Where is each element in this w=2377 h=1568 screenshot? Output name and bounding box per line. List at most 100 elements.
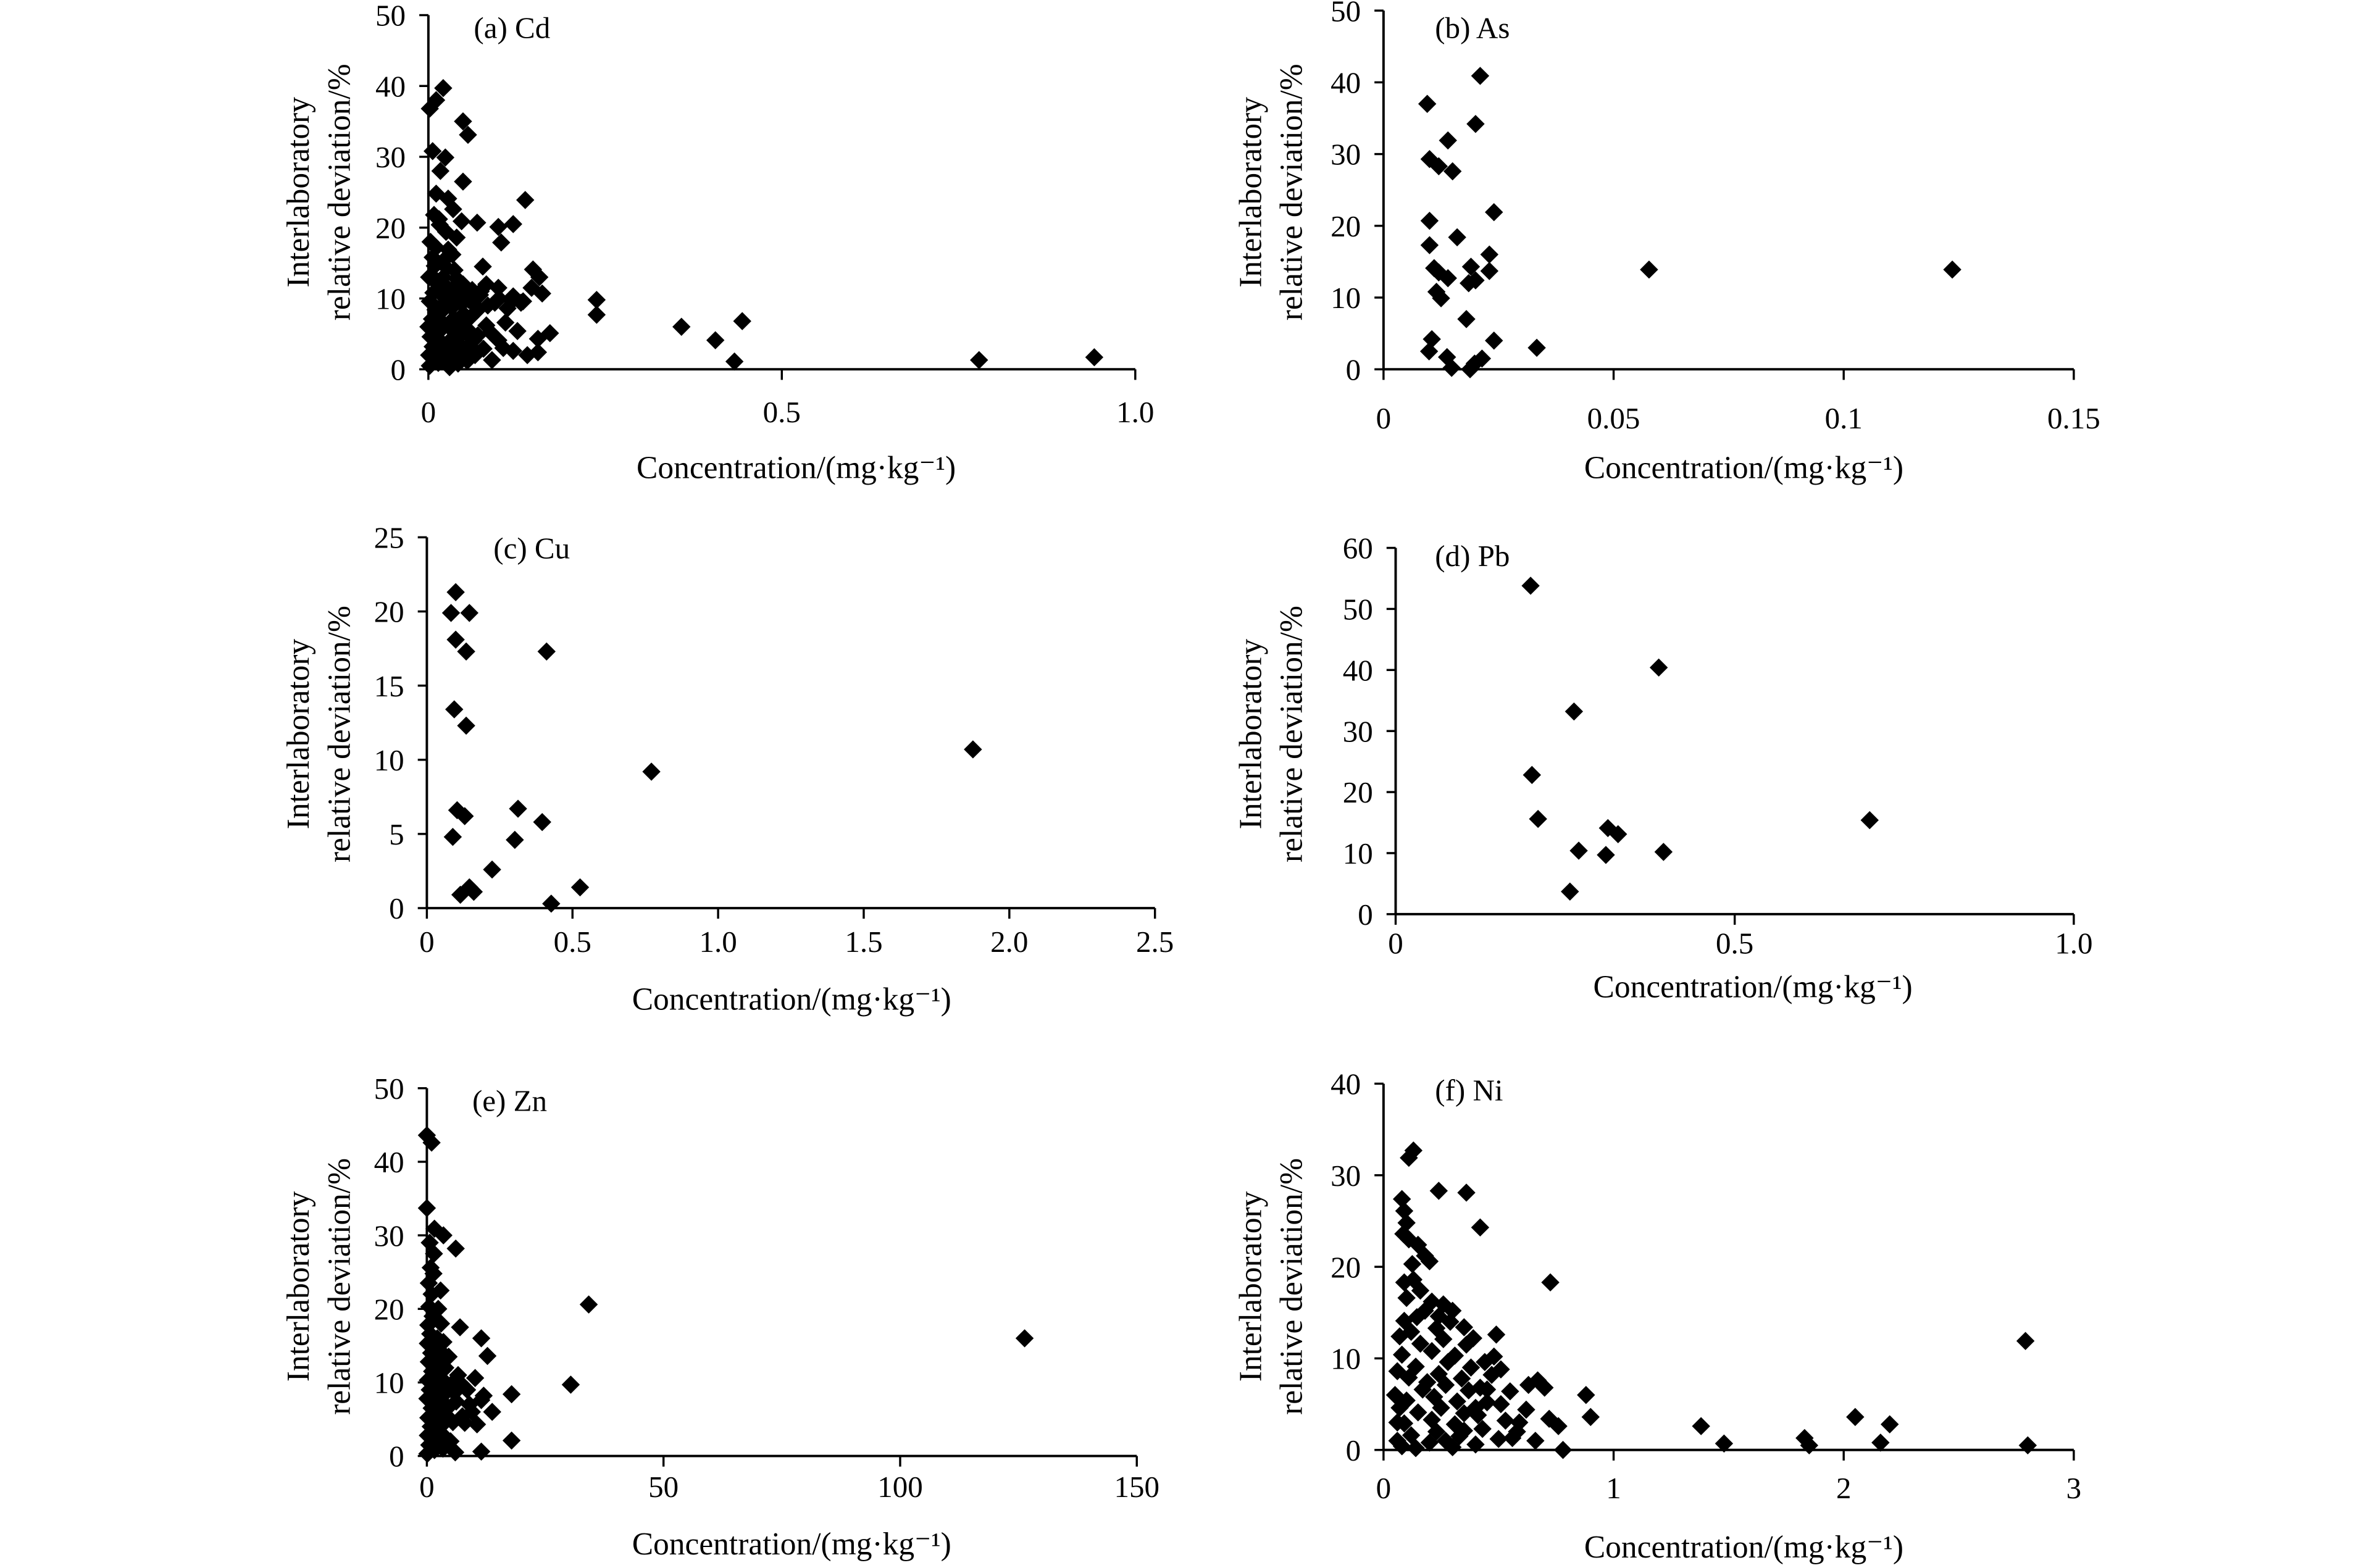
data-point xyxy=(459,125,477,144)
data-point xyxy=(431,1281,450,1300)
data-point xyxy=(1553,1441,1573,1459)
y-tick-label: 50 xyxy=(375,0,406,33)
data-point xyxy=(483,860,501,879)
data-point xyxy=(1395,1311,1414,1330)
data-point xyxy=(1561,882,1579,901)
data-point xyxy=(587,291,606,309)
data-point xyxy=(1943,260,1961,279)
data-point xyxy=(533,284,551,303)
data-point xyxy=(1581,1407,1600,1427)
data-point xyxy=(1541,1273,1560,1292)
data-point xyxy=(489,217,508,236)
data-point xyxy=(1411,1334,1430,1353)
x-tick-label: 0.05 xyxy=(1587,401,1640,435)
data-point xyxy=(474,257,492,276)
y-tick-label: 20 xyxy=(1331,1250,1361,1284)
data-point xyxy=(1881,1415,1899,1433)
data-point xyxy=(419,1274,438,1293)
x-tick-label: 1.0 xyxy=(699,925,737,959)
data-point xyxy=(1388,1432,1406,1450)
data-point xyxy=(1406,1357,1425,1376)
data-point xyxy=(429,1299,448,1318)
y-tick-label: 50 xyxy=(1331,0,1361,28)
y-tick-label: 10 xyxy=(1331,281,1361,315)
data-point xyxy=(494,339,512,357)
data-point xyxy=(1455,1404,1474,1423)
data-point xyxy=(1429,1364,1448,1383)
data-point xyxy=(1411,1281,1430,1300)
panel-title: (e) Zn xyxy=(472,1084,547,1118)
x-tick-label: 0 xyxy=(421,395,437,429)
data-point xyxy=(1409,1235,1427,1254)
data-point xyxy=(421,1258,440,1277)
x-tick-label: 0.5 xyxy=(554,925,591,959)
data-point xyxy=(1400,1230,1418,1249)
y-tick-label: 30 xyxy=(1343,714,1373,748)
data-point xyxy=(1388,1413,1406,1432)
data-point xyxy=(1445,1415,1464,1433)
y-tick-label: 30 xyxy=(374,1219,404,1253)
data-point xyxy=(1420,236,1439,254)
data-point xyxy=(421,232,440,251)
data-point xyxy=(466,1369,485,1387)
data-point xyxy=(1649,658,1668,677)
data-point xyxy=(672,317,691,336)
data-point xyxy=(1526,1432,1545,1450)
data-point xyxy=(1406,1439,1425,1457)
x-tick-label: 2.0 xyxy=(990,925,1028,959)
data-point xyxy=(1422,330,1441,349)
data-point xyxy=(1540,1409,1558,1428)
data-point xyxy=(1464,1329,1482,1348)
data-point xyxy=(445,700,464,719)
data-point xyxy=(1482,1366,1501,1384)
data-point xyxy=(508,322,527,340)
data-point xyxy=(1640,260,1658,279)
data-point xyxy=(1420,1252,1439,1270)
data-point xyxy=(970,351,988,370)
data-point xyxy=(1457,1335,1476,1354)
data-point xyxy=(518,346,537,364)
panel-zn: 0 10 20 30 40 50 0 50 100 150 (e) Zn Interlaborator… xyxy=(281,1072,1159,1562)
data-point xyxy=(1397,1288,1416,1307)
data-point xyxy=(1715,1434,1734,1453)
data-point xyxy=(506,830,524,849)
y-axis-label: Interlaboratory xyxy=(1233,97,1268,288)
data-point xyxy=(1442,359,1461,377)
data-point xyxy=(1392,1190,1411,1209)
data-point xyxy=(1400,1148,1418,1167)
y-tick-label: 10 xyxy=(1331,1342,1361,1376)
data-point xyxy=(502,1431,521,1450)
data-point xyxy=(432,1314,451,1333)
y-tick-label: 60 xyxy=(1343,532,1373,565)
data-point xyxy=(1508,1422,1526,1441)
data-point xyxy=(1871,1433,1890,1452)
data-point xyxy=(1519,1375,1538,1395)
data-point xyxy=(1496,1411,1515,1430)
data-point xyxy=(587,306,606,324)
data-point xyxy=(1523,765,1541,785)
data-point xyxy=(427,91,446,109)
y-tick-label: 0 xyxy=(389,1440,404,1474)
y-tick-label: 10 xyxy=(375,282,406,316)
data-point xyxy=(541,323,559,343)
data-point xyxy=(483,1403,501,1421)
x-axis-label: Concentration/(mg·kg⁻¹) xyxy=(632,982,951,1017)
y-tick-label: 40 xyxy=(1331,66,1361,100)
data-point xyxy=(1597,846,1615,864)
data-point xyxy=(570,878,590,897)
data-point xyxy=(1085,348,1104,367)
data-point xyxy=(528,330,548,348)
data-point xyxy=(1529,809,1547,828)
data-point xyxy=(434,1333,453,1351)
data-point xyxy=(504,215,522,233)
data-point xyxy=(446,1239,465,1258)
data-point xyxy=(1800,1436,1819,1455)
data-point xyxy=(424,142,442,161)
y-axis-label: Interlaboratory xyxy=(281,639,316,830)
x-tick-label: 0 xyxy=(419,1470,435,1504)
data-point xyxy=(537,642,556,661)
data-point xyxy=(456,807,474,825)
x-tick-label: 0.15 xyxy=(2047,401,2100,435)
panel-title: (f) Ni xyxy=(1435,1073,1503,1107)
